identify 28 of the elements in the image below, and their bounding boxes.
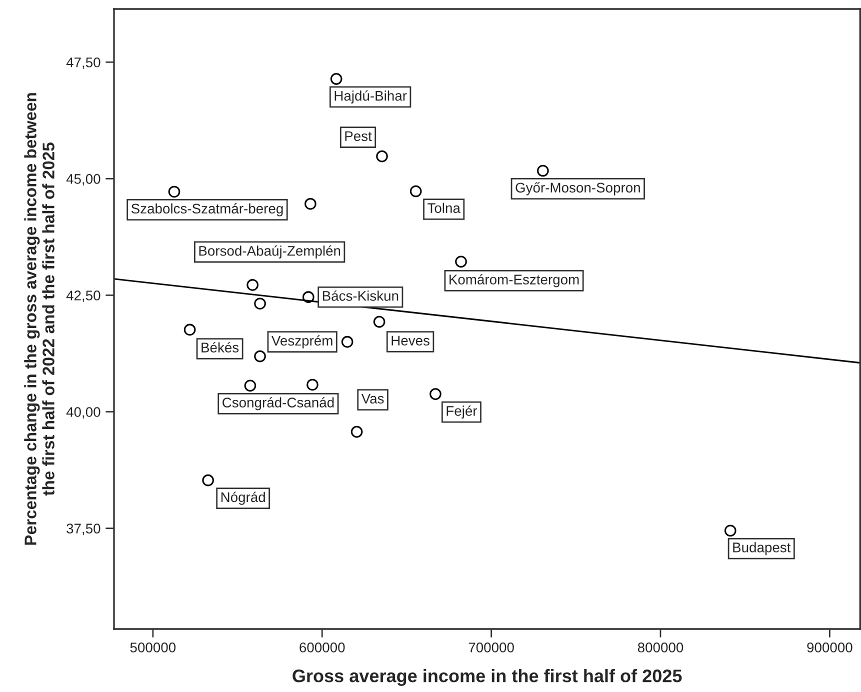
annotation: Békés [202, 342, 239, 352]
annotation: Szabolcs-Szatmár-bereg [131, 203, 283, 216]
annotation: Komárom-Esztergom [450, 274, 579, 288]
x-axis-title: Gross average income in the first half of 2025 [292, 669, 682, 686]
y-tick-label: 47,50 [66, 57, 100, 69]
annotation: Tolna [428, 202, 460, 213]
x-tick-label: 900000 [807, 642, 852, 652]
annotation: Heves [392, 336, 430, 346]
y-tick-label: 42,50 [66, 290, 100, 302]
annotation: Hajdú-Bihar [334, 90, 407, 104]
annotation: Fejér [446, 406, 478, 419]
y-tick-label: 45,00 [66, 174, 100, 186]
annotation: Pest [345, 131, 372, 142]
x-tick-label: 600000 [300, 642, 345, 652]
annotation: Budapest [733, 542, 791, 556]
annotation: Vas [361, 394, 384, 404]
x-tick-label: 500000 [130, 642, 176, 652]
annotation: Veszprém [272, 335, 332, 348]
x-tick-label: 700000 [468, 642, 514, 652]
y-tick-label: 40,00 [66, 407, 100, 419]
x-tick-label: 800000 [638, 642, 684, 652]
y-tick-label: 37,50 [66, 524, 100, 536]
annotation: Bács-Kiskun [322, 290, 398, 301]
y-axis-title: Percentage change in the gross average income between the first half of 2022 and the first half of 2025 [24, 93, 54, 545]
annotation: Borsod-Abaúj-Zemplén [199, 245, 340, 259]
annotation: Nógrád [221, 492, 265, 505]
annotation: Csongrád-Csanád [222, 397, 334, 410]
annotation: Győr-Moson-Sopron [516, 182, 640, 196]
